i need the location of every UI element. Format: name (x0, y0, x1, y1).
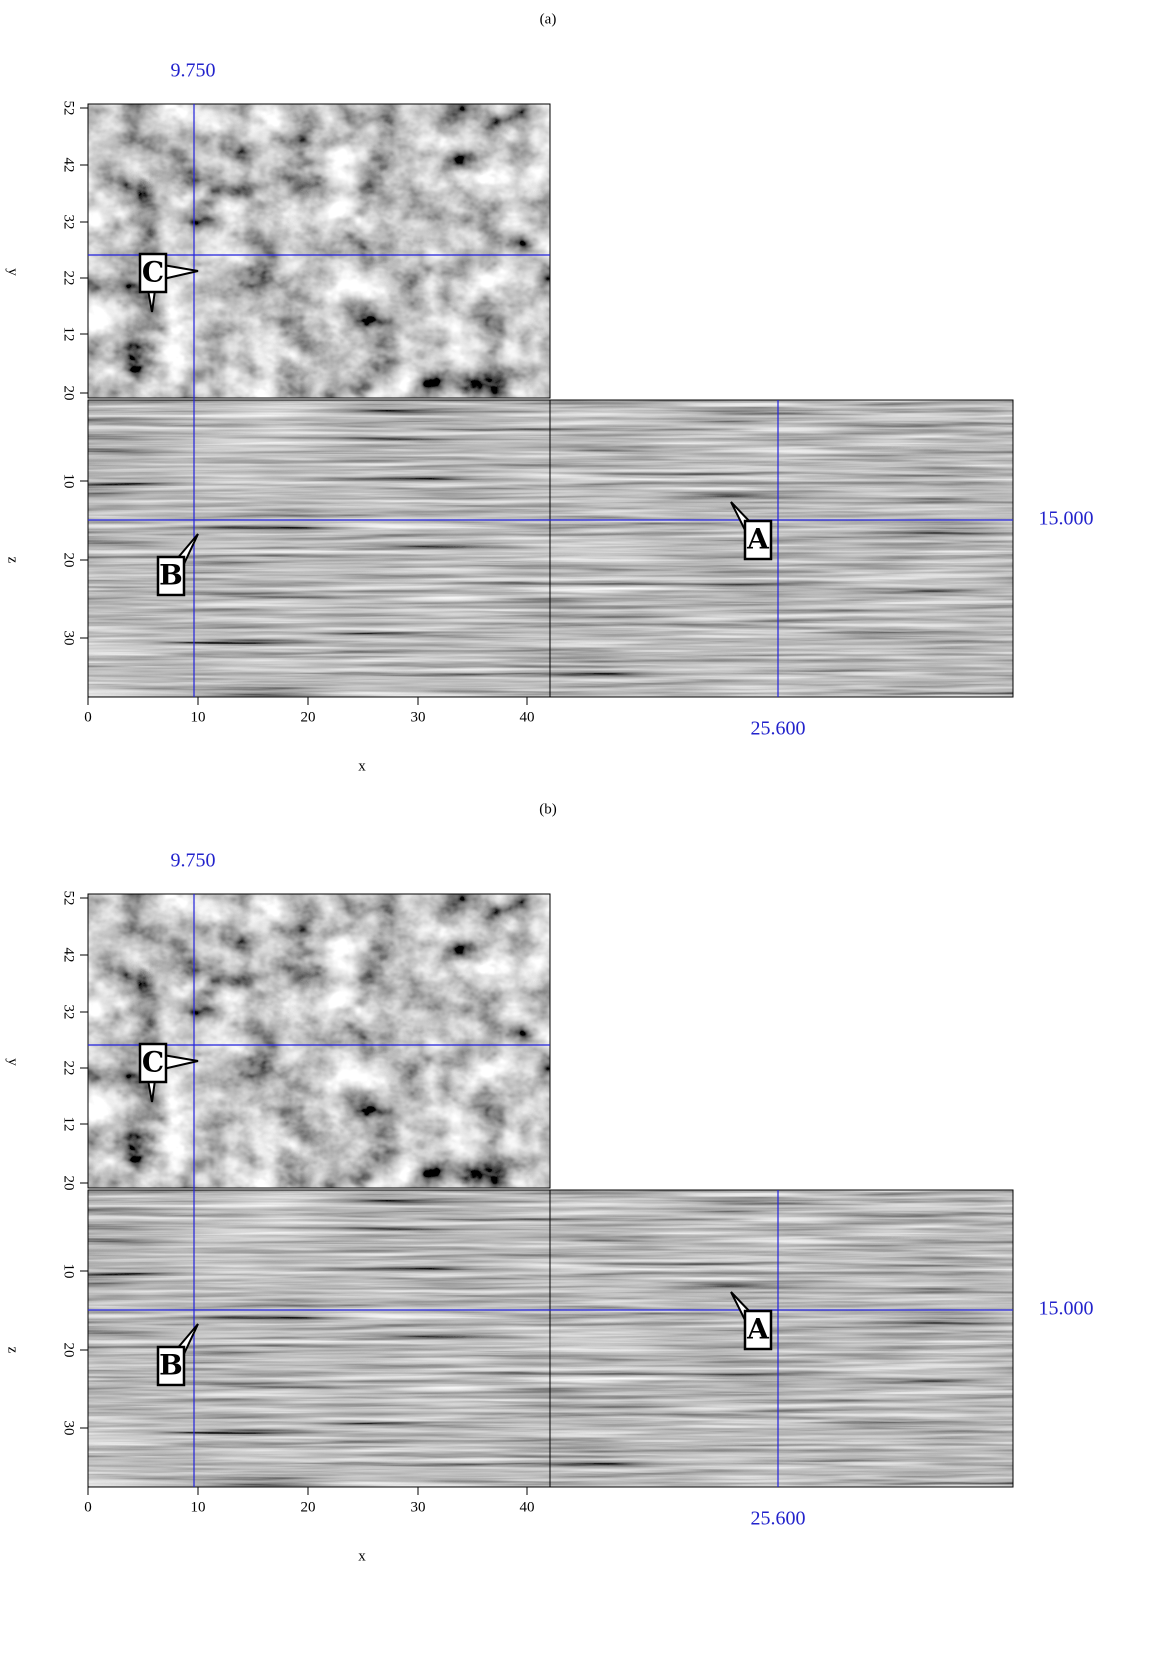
x-tick-label: 10 (191, 1499, 206, 1515)
crosshair-label: 25.600 (751, 1508, 806, 1530)
x-tick-label: 30 (411, 709, 426, 725)
z-tick-label: 30 (61, 631, 77, 646)
y-tick-label: 20 (61, 386, 77, 401)
inline-section (88, 1190, 550, 1487)
callout-box (156, 1345, 186, 1387)
frame (549, 1189, 1014, 1488)
crosshair-label: 15.000 (1039, 1298, 1094, 1320)
z-tick-label: 30 (61, 1421, 77, 1436)
y-tick-label: 12 (61, 1117, 77, 1132)
callout-box (156, 555, 186, 597)
crosshair-label: 9.750 (171, 850, 216, 872)
panel: (b) 9.750 15.000 25.600 52 42 32 22 12 20 y 10 20 30 z… (5, 801, 1094, 1564)
crosshair-label: 15.000 (1039, 508, 1094, 530)
z-tick-label: 10 (61, 1264, 77, 1279)
axis-label: y (5, 268, 21, 276)
z-tick-label: 20 (61, 1343, 77, 1358)
x-tick-label: 40 (520, 1499, 535, 1515)
callout: B (156, 533, 199, 597)
callout-letter: C (142, 1046, 164, 1079)
callout: B (156, 1323, 199, 1387)
x-tick-label: 20 (301, 1499, 316, 1515)
frame (549, 399, 1014, 698)
y-tick-label: 22 (61, 271, 77, 286)
axis-label: y (5, 1058, 21, 1066)
callout-letter: A (746, 523, 770, 556)
callout: A (730, 1291, 773, 1351)
panel-label: (b) (539, 801, 557, 817)
x-tick-label: 0 (84, 709, 92, 725)
panel-label: (a) (540, 11, 557, 27)
axis-label: x (358, 758, 366, 774)
callout-letter: A (746, 1313, 770, 1346)
y-tick-label: 42 (61, 948, 77, 963)
crossline-section (550, 400, 1013, 697)
y-tick-label: 32 (61, 215, 77, 230)
callout-box (138, 1042, 168, 1084)
callout: C (138, 1042, 199, 1103)
callout-box (743, 519, 773, 561)
y-tick-label: 20 (61, 1176, 77, 1191)
frame (87, 893, 551, 1189)
callout: C (138, 252, 199, 313)
callout: A (730, 501, 773, 561)
x-tick-label: 0 (84, 1499, 92, 1515)
z-tick-label: 20 (61, 553, 77, 568)
frame (87, 103, 551, 399)
depth-slice (88, 894, 550, 1188)
x-tick-label: 10 (191, 709, 206, 725)
y-tick-label: 42 (61, 158, 77, 173)
inline-section (88, 400, 550, 697)
axis-label: z (5, 557, 21, 564)
y-tick-label: 52 (61, 101, 77, 116)
callout-letter: B (159, 1349, 183, 1382)
callout-letter: C (142, 256, 164, 289)
axis-label: x (358, 1548, 366, 1564)
y-tick-label: 52 (61, 891, 77, 906)
x-tick-label: 20 (301, 709, 316, 725)
axis-label: z (5, 1347, 21, 1354)
y-tick-label: 32 (61, 1005, 77, 1020)
callout-box (743, 1309, 773, 1351)
panel: (a) 9.750 15.000 25.600 52 42 32 22 12 20 y 10 20 30 z… (5, 11, 1094, 774)
callout-letter: B (159, 559, 183, 592)
z-tick-label: 10 (61, 474, 77, 489)
crosshair-label: 9.750 (171, 60, 216, 82)
y-tick-label: 22 (61, 1061, 77, 1076)
crosshair-label: 25.600 (751, 718, 806, 740)
x-tick-label: 40 (520, 709, 535, 725)
x-tick-label: 30 (411, 1499, 426, 1515)
callout-box (138, 252, 168, 294)
depth-slice (88, 104, 550, 398)
y-tick-label: 12 (61, 327, 77, 342)
crossline-section (550, 1190, 1013, 1487)
